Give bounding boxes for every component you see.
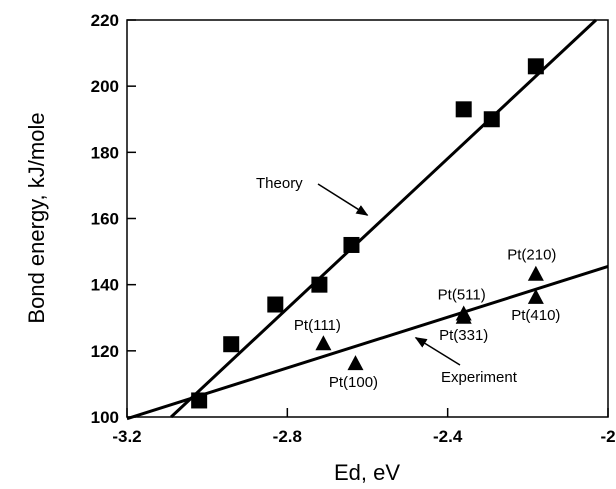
square-marker: [343, 236, 360, 253]
triangle-marker: [455, 308, 472, 324]
x-tick-label: -2.8: [273, 427, 302, 446]
square-marker: [191, 392, 208, 409]
y-axis-ticks: 100 120 140 160 180 200 220: [91, 11, 136, 427]
point-labels: Pt(111) Pt(100) Pt(511) Pt(331) Pt(210) Pt(41…: [294, 247, 561, 391]
fit-line-1: [170, 18, 597, 419]
annotations: Theory Experiment: [256, 175, 518, 386]
y-axis-title: Bond energy, kJ/mole: [24, 112, 49, 323]
point-label: Pt(100): [329, 374, 378, 391]
plot-area-frame: [126, 19, 609, 418]
x-tick-label: -3.2: [112, 427, 141, 446]
y-tick-label: 220: [91, 11, 119, 30]
triangle-marker: [527, 288, 544, 304]
point-label: Pt(210): [507, 247, 556, 264]
x-axis-ticks: -3.2 -2.8 -2.4 -2: [112, 408, 616, 446]
square-marker: [311, 276, 328, 293]
annotation-label: Experiment: [441, 369, 518, 386]
y-tick-label: 180: [91, 143, 119, 162]
square-marker: [483, 111, 500, 128]
fit-lines: [126, 18, 609, 421]
y-tick-label: 140: [91, 276, 119, 295]
data-markers: [191, 58, 544, 409]
triangle-marker: [315, 335, 332, 351]
point-label: Pt(410): [511, 307, 560, 324]
annotation-arrow: [414, 336, 461, 366]
y-tick-label: 100: [91, 408, 119, 427]
annotation-label: Theory: [256, 175, 303, 192]
fit-line-2: [126, 265, 609, 421]
square-marker: [455, 101, 472, 118]
point-label: Pt(511): [438, 286, 486, 303]
annotation-arrow: [317, 183, 369, 216]
square-marker: [223, 336, 240, 353]
y-tick-label: 120: [91, 342, 119, 361]
x-tick-label: -2: [600, 427, 615, 446]
y-tick-label: 160: [91, 210, 119, 229]
triangle-marker: [527, 265, 544, 281]
square-marker: [527, 58, 544, 75]
point-label: Pt(111): [294, 317, 341, 334]
square-marker: [267, 296, 284, 313]
point-label: Pt(331): [439, 327, 488, 344]
x-axis-title: Ed, eV: [334, 460, 400, 485]
y-tick-label: 200: [91, 77, 119, 96]
triangle-marker: [347, 355, 364, 371]
x-tick-label: -2.4: [433, 427, 463, 446]
